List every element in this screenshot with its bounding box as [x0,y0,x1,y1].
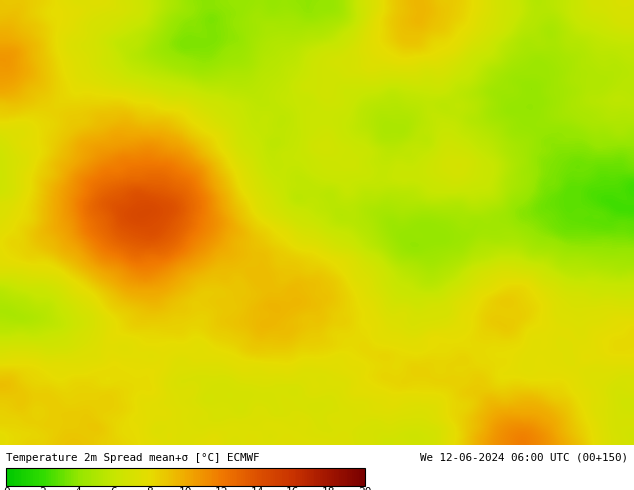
Text: 0: 0 [3,487,10,490]
Text: 14: 14 [250,487,264,490]
Text: 10: 10 [179,487,192,490]
Text: Temperature 2m Spread mean+σ [°C] ECMWF: Temperature 2m Spread mean+σ [°C] ECMWF [6,453,260,463]
Text: 20: 20 [358,487,372,490]
Text: 16: 16 [286,487,300,490]
Text: 18: 18 [322,487,335,490]
Text: 6: 6 [110,487,117,490]
Text: 4: 4 [75,487,81,490]
Text: We 12-06-2024 06:00 UTC (00+150): We 12-06-2024 06:00 UTC (00+150) [420,453,628,463]
Text: 8: 8 [146,487,153,490]
Text: 12: 12 [214,487,228,490]
Text: 2: 2 [39,487,46,490]
